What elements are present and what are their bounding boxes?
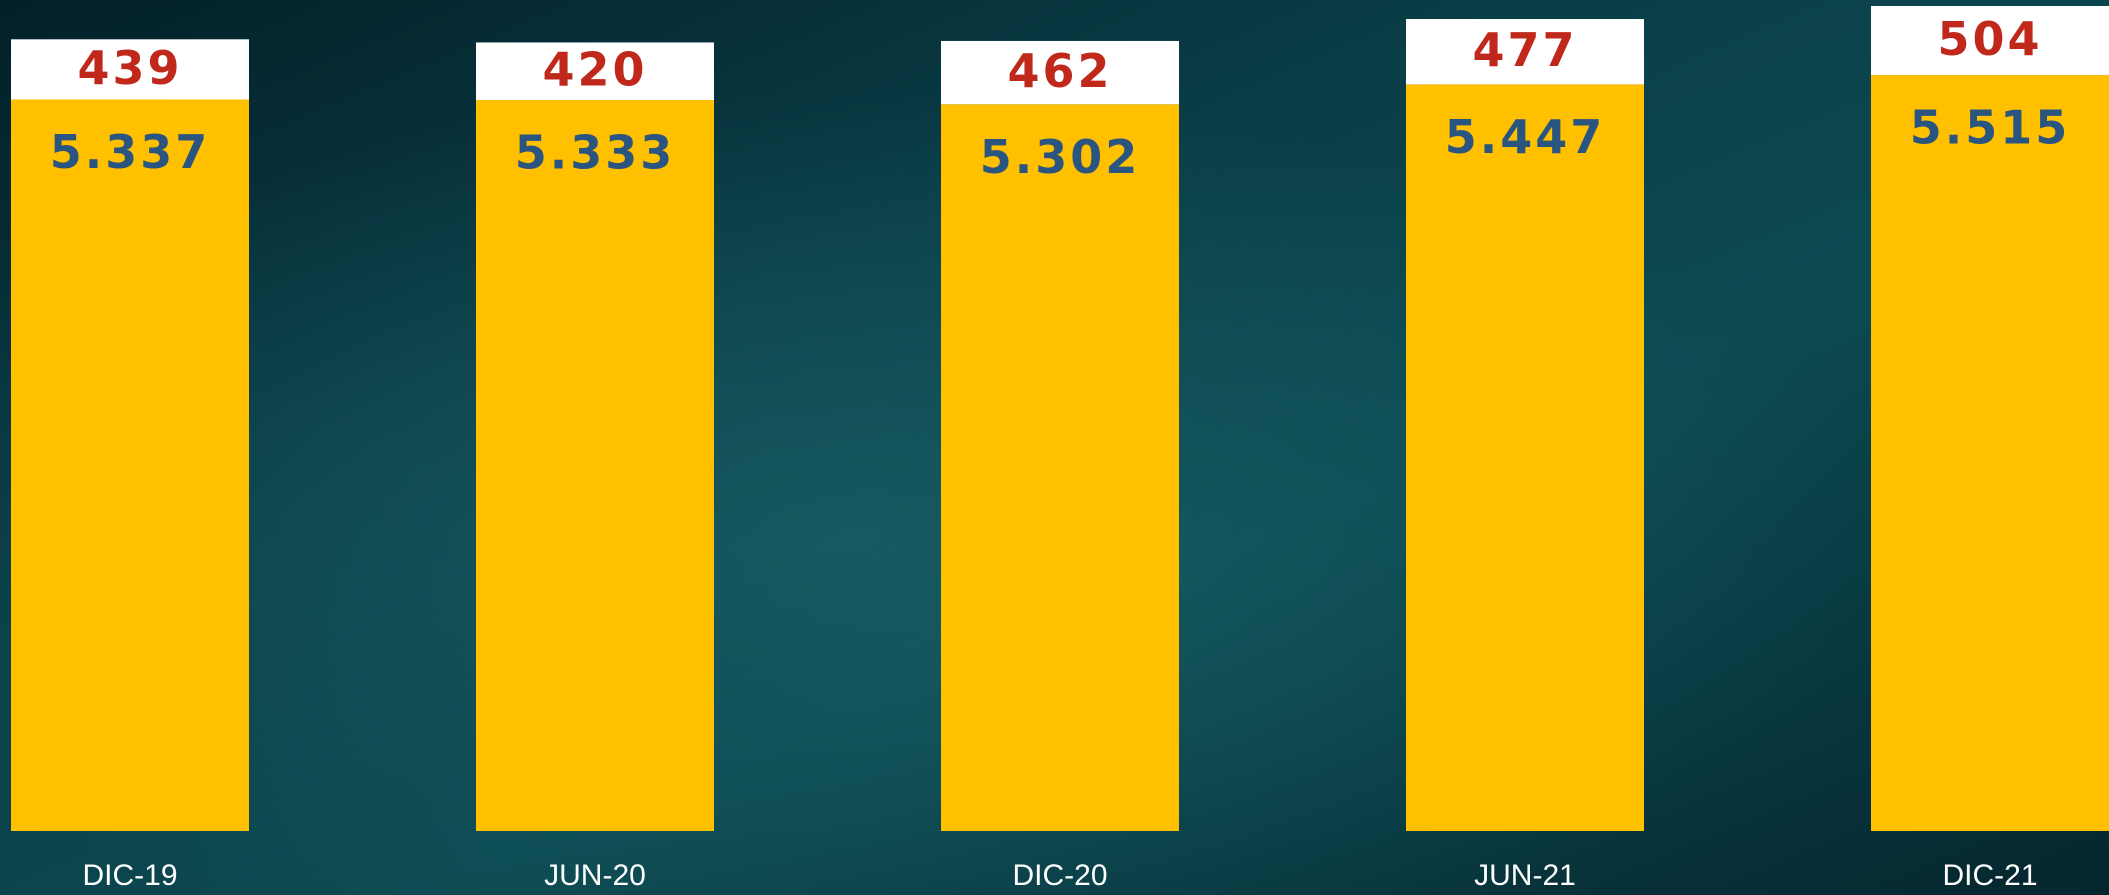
value-label: 5.515 — [1910, 101, 2071, 155]
bar-segment — [1871, 75, 2109, 832]
value-label: 420 — [542, 43, 647, 97]
x-tick-label: DIC-19 — [82, 859, 177, 892]
value-label: 5.302 — [980, 130, 1141, 184]
bar-segment — [1406, 19, 1644, 85]
bar-segment — [476, 100, 714, 832]
bar-segment — [11, 99, 249, 831]
value-label: 477 — [1472, 23, 1577, 77]
x-tick-label: JUN-21 — [1474, 859, 1576, 892]
x-tick-label: JUN-20 — [544, 859, 646, 892]
plot: 5.337 439 DIC-19 5.333 420 JUN-20 5.302 462 DIC-… — [11, 6, 2109, 892]
bar-segment — [941, 104, 1179, 831]
value-label: 5.337 — [50, 125, 211, 179]
x-tick-label: DIC-21 — [1942, 859, 2037, 892]
bar-segment — [11, 39, 249, 100]
value-label: 504 — [1937, 12, 2042, 66]
x-tick-label: DIC-20 — [1012, 859, 1107, 892]
bar-segment — [476, 42, 714, 101]
value-label: 5.447 — [1445, 110, 1606, 164]
bar-segment — [941, 40, 1179, 105]
bar-segment — [1406, 84, 1644, 831]
bar-segment — [1871, 6, 2109, 76]
value-label: 462 — [1007, 44, 1112, 98]
value-label: 439 — [77, 41, 182, 95]
value-label: 5.333 — [515, 126, 676, 180]
